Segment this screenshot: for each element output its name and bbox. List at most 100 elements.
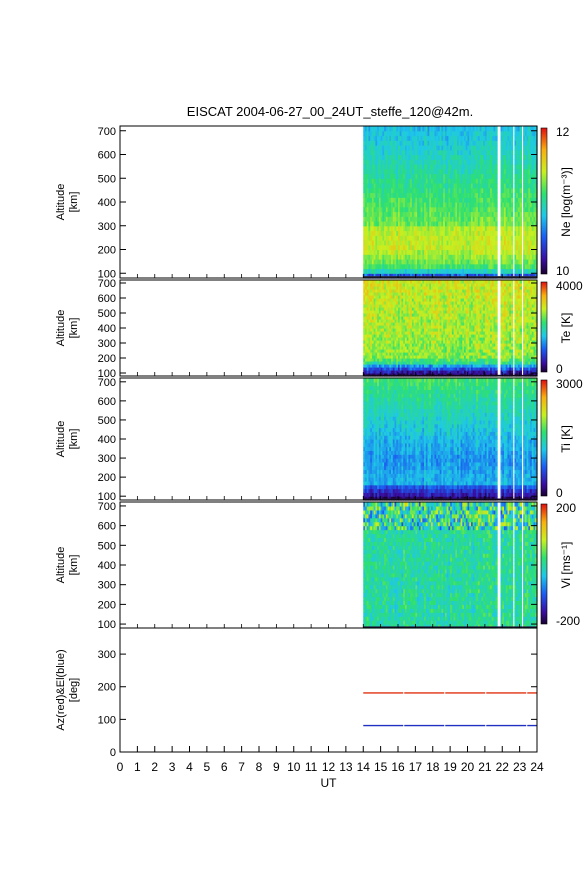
heatmap-cell xyxy=(458,254,462,260)
heatmap-cell xyxy=(436,126,439,132)
heatmap-cell xyxy=(472,216,476,222)
heatmap-cell xyxy=(509,178,512,184)
heatmap-cell xyxy=(450,216,453,222)
heatmap-cell xyxy=(410,254,413,260)
heatmap-cell xyxy=(444,206,448,213)
heatmap-cell xyxy=(437,168,441,175)
heatmap-cell xyxy=(406,192,410,198)
heatmap-cell xyxy=(490,263,493,270)
heatmap-cell xyxy=(437,206,441,213)
heatmap-cell xyxy=(509,273,512,279)
heatmap-cell xyxy=(514,216,517,222)
heatmap-cell xyxy=(457,159,460,165)
heatmap-cell xyxy=(519,235,522,241)
heatmap-cell xyxy=(408,173,411,179)
heatmap-cell xyxy=(378,221,382,227)
heatmap-cell xyxy=(455,225,458,232)
heatmap-cell xyxy=(505,216,509,222)
heatmap-cell xyxy=(396,154,399,160)
heatmap-cell xyxy=(455,154,458,160)
heatmap-cell xyxy=(422,183,425,189)
heatmap-cell xyxy=(411,244,415,251)
heatmap-cell xyxy=(380,178,383,184)
heatmap-cell xyxy=(491,178,495,184)
heatmap-cell xyxy=(523,211,526,217)
heatmap-cell xyxy=(404,145,408,151)
heatmap-cell xyxy=(404,187,408,194)
heatmap-cell xyxy=(370,216,373,222)
heatmap-cell xyxy=(437,145,441,151)
heatmap-cell xyxy=(387,263,390,270)
heatmap-cell xyxy=(370,126,373,132)
heatmap-cell xyxy=(450,259,453,265)
heatmap-cell xyxy=(441,187,444,194)
heatmap-cell xyxy=(517,216,521,222)
heatmap-cell xyxy=(488,149,491,156)
heatmap-cell xyxy=(481,173,484,179)
heatmap-cell xyxy=(460,211,463,217)
heatmap-cell xyxy=(516,154,519,160)
heatmap-cell xyxy=(370,192,373,198)
heatmap-cell xyxy=(491,273,495,279)
heatmap-cell xyxy=(437,202,441,208)
heatmap-cell xyxy=(401,225,404,232)
heatmap-cell xyxy=(396,221,399,227)
heatmap-cell xyxy=(389,230,392,236)
heatmap-cell xyxy=(378,240,382,246)
heatmap-cell xyxy=(375,211,378,217)
heatmap-cell xyxy=(488,183,491,189)
heatmap-cell xyxy=(502,259,505,265)
heatmap-cell xyxy=(392,130,396,137)
heatmap-cell xyxy=(453,192,456,198)
heatmap-cell xyxy=(451,225,455,232)
heatmap-cell xyxy=(451,183,455,189)
heatmap-cell xyxy=(392,249,396,255)
heatmap-cell xyxy=(458,135,462,141)
heatmap-cell xyxy=(370,206,373,213)
heatmap-cell xyxy=(444,130,448,137)
heatmap-cell xyxy=(413,249,416,255)
heatmap-cell xyxy=(396,164,399,170)
heatmap-cell xyxy=(377,263,380,270)
heatmap-cell xyxy=(391,140,394,146)
heatmap-cell xyxy=(479,149,482,156)
heatmap-cell xyxy=(368,178,371,184)
heatmap-cell xyxy=(491,225,495,232)
heatmap-cell xyxy=(470,225,474,232)
heatmap-cell xyxy=(406,259,410,265)
heatmap-cell xyxy=(474,221,477,227)
heatmap-cell xyxy=(486,202,489,208)
heatmap-cell xyxy=(384,168,387,175)
heatmap-cell xyxy=(434,244,437,251)
heatmap-cell xyxy=(389,164,392,170)
heatmap-cell xyxy=(431,254,434,260)
heatmap-cell xyxy=(446,211,449,217)
heatmap-cell xyxy=(455,268,458,274)
heatmap-cell xyxy=(450,263,453,270)
heatmap-cell xyxy=(476,168,479,175)
heatmap-cell xyxy=(375,154,378,160)
heatmap-cell xyxy=(368,259,371,265)
heatmap-cell xyxy=(436,244,439,251)
heatmap-cell xyxy=(500,259,503,265)
heatmap-cell xyxy=(385,273,389,279)
heatmap-cell xyxy=(422,244,425,251)
heatmap-cell xyxy=(371,154,375,160)
heatmap-cell xyxy=(385,225,389,232)
heatmap-cell xyxy=(437,197,441,203)
heatmap-cell xyxy=(495,140,498,146)
heatmap-cell xyxy=(451,149,455,156)
heatmap-cell xyxy=(450,221,453,227)
heatmap-cell xyxy=(439,173,443,179)
chart-title: EISCAT 2004-06-27_00_24UT_steffe_120@42m… xyxy=(187,104,473,119)
heatmap-cell xyxy=(505,254,509,260)
heatmap-cell xyxy=(474,225,477,232)
heatmap-cell xyxy=(363,202,366,208)
heatmap-cell xyxy=(455,273,458,279)
heatmap-cell xyxy=(380,211,383,217)
heatmap-cell xyxy=(470,168,474,175)
heatmap-cell xyxy=(384,192,387,198)
heatmap-cell xyxy=(380,140,383,146)
heatmap-cell xyxy=(377,130,380,137)
heatmap-cell xyxy=(420,225,423,232)
